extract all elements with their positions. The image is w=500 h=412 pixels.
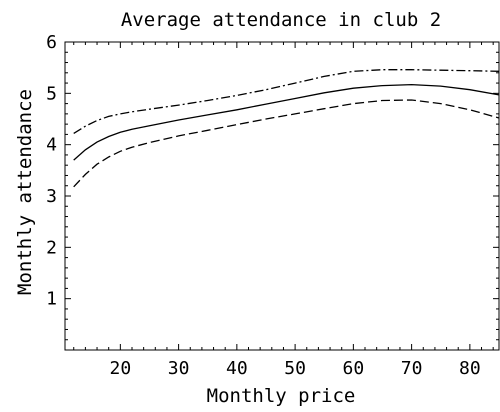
y-tick-label: 4: [46, 135, 57, 156]
plot-frame: [64, 41, 500, 351]
y-axis-ticks: 1 2 3 4 5 6: [46, 32, 499, 310]
x-axis-label: Monthly price: [207, 385, 356, 407]
y-tick-label: 5: [46, 83, 57, 104]
series-line-dash-dot: [73, 69, 500, 134]
chart-title: Average attendance in club 2: [121, 9, 441, 31]
y-axis-label: Monthly attendance: [14, 89, 36, 295]
series-lines: [73, 69, 500, 188]
x-tick-label: 40: [226, 358, 248, 379]
x-tick-label: 30: [168, 358, 190, 379]
y-tick-label: 2: [46, 237, 57, 258]
y-tick-label: 6: [46, 32, 57, 53]
x-tick-label: 20: [109, 358, 131, 379]
x-axis-ticks: 20 30 40 50 60 70 80: [109, 42, 481, 379]
x-tick-label: 70: [401, 358, 423, 379]
y-tick-label: 1: [46, 289, 57, 310]
series-line-solid: [73, 83, 500, 161]
x-tick-label: 50: [284, 358, 306, 379]
y-tick-label: 3: [46, 186, 57, 207]
x-tick-label: 80: [459, 358, 481, 379]
series-line-dashed: [73, 99, 500, 188]
x-tick-label: 60: [343, 358, 365, 379]
minor-ticks: [65, 42, 499, 350]
